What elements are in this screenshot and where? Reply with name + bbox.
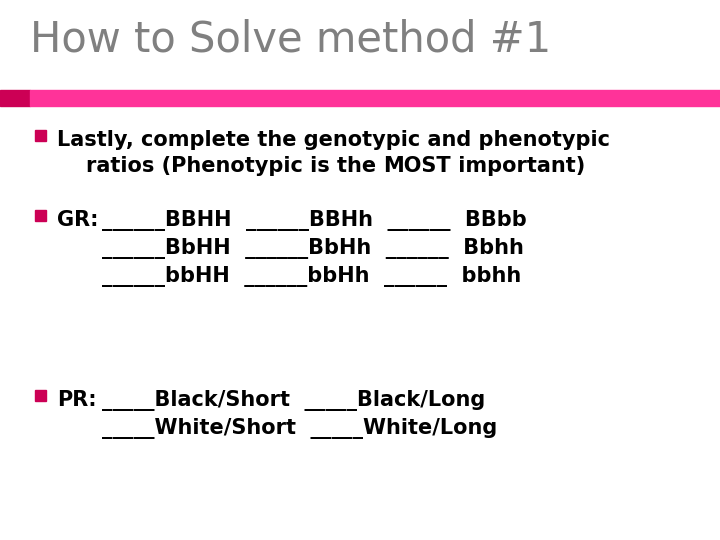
Text: ratios (Phenotypic is the: ratios (Phenotypic is the [57,156,383,176]
Text: GR:: GR: [57,210,99,230]
Text: _____Black/Short  _____Black/Long: _____Black/Short _____Black/Long [102,390,485,411]
Text: ______BBHH  ______BBHh  ______  BBbb: ______BBHH ______BBHh ______ BBbb [102,210,527,231]
Bar [35,210,46,221]
Text: ______BbHH  ______BbHh  ______  Bbhh: ______BbHH ______BbHh ______ Bbhh [102,238,524,259]
Text: important): important) [451,156,585,176]
Text: PR:: PR: [57,390,96,410]
Bar [35,390,46,401]
Text: MOST: MOST [383,156,451,176]
Text: How to Solve method #1: How to Solve method #1 [30,18,552,60]
Bar [35,130,46,141]
Bar [0,90,30,106]
Bar [30,90,720,106]
Text: ______bbHH  ______bbHh  ______  bbhh: ______bbHH ______bbHh ______ bbhh [102,266,521,287]
Text: Lastly, complete the genotypic and phenotypic: Lastly, complete the genotypic and pheno… [57,130,610,150]
Text: _____White/Short  _____White/Long: _____White/Short _____White/Long [102,418,498,439]
